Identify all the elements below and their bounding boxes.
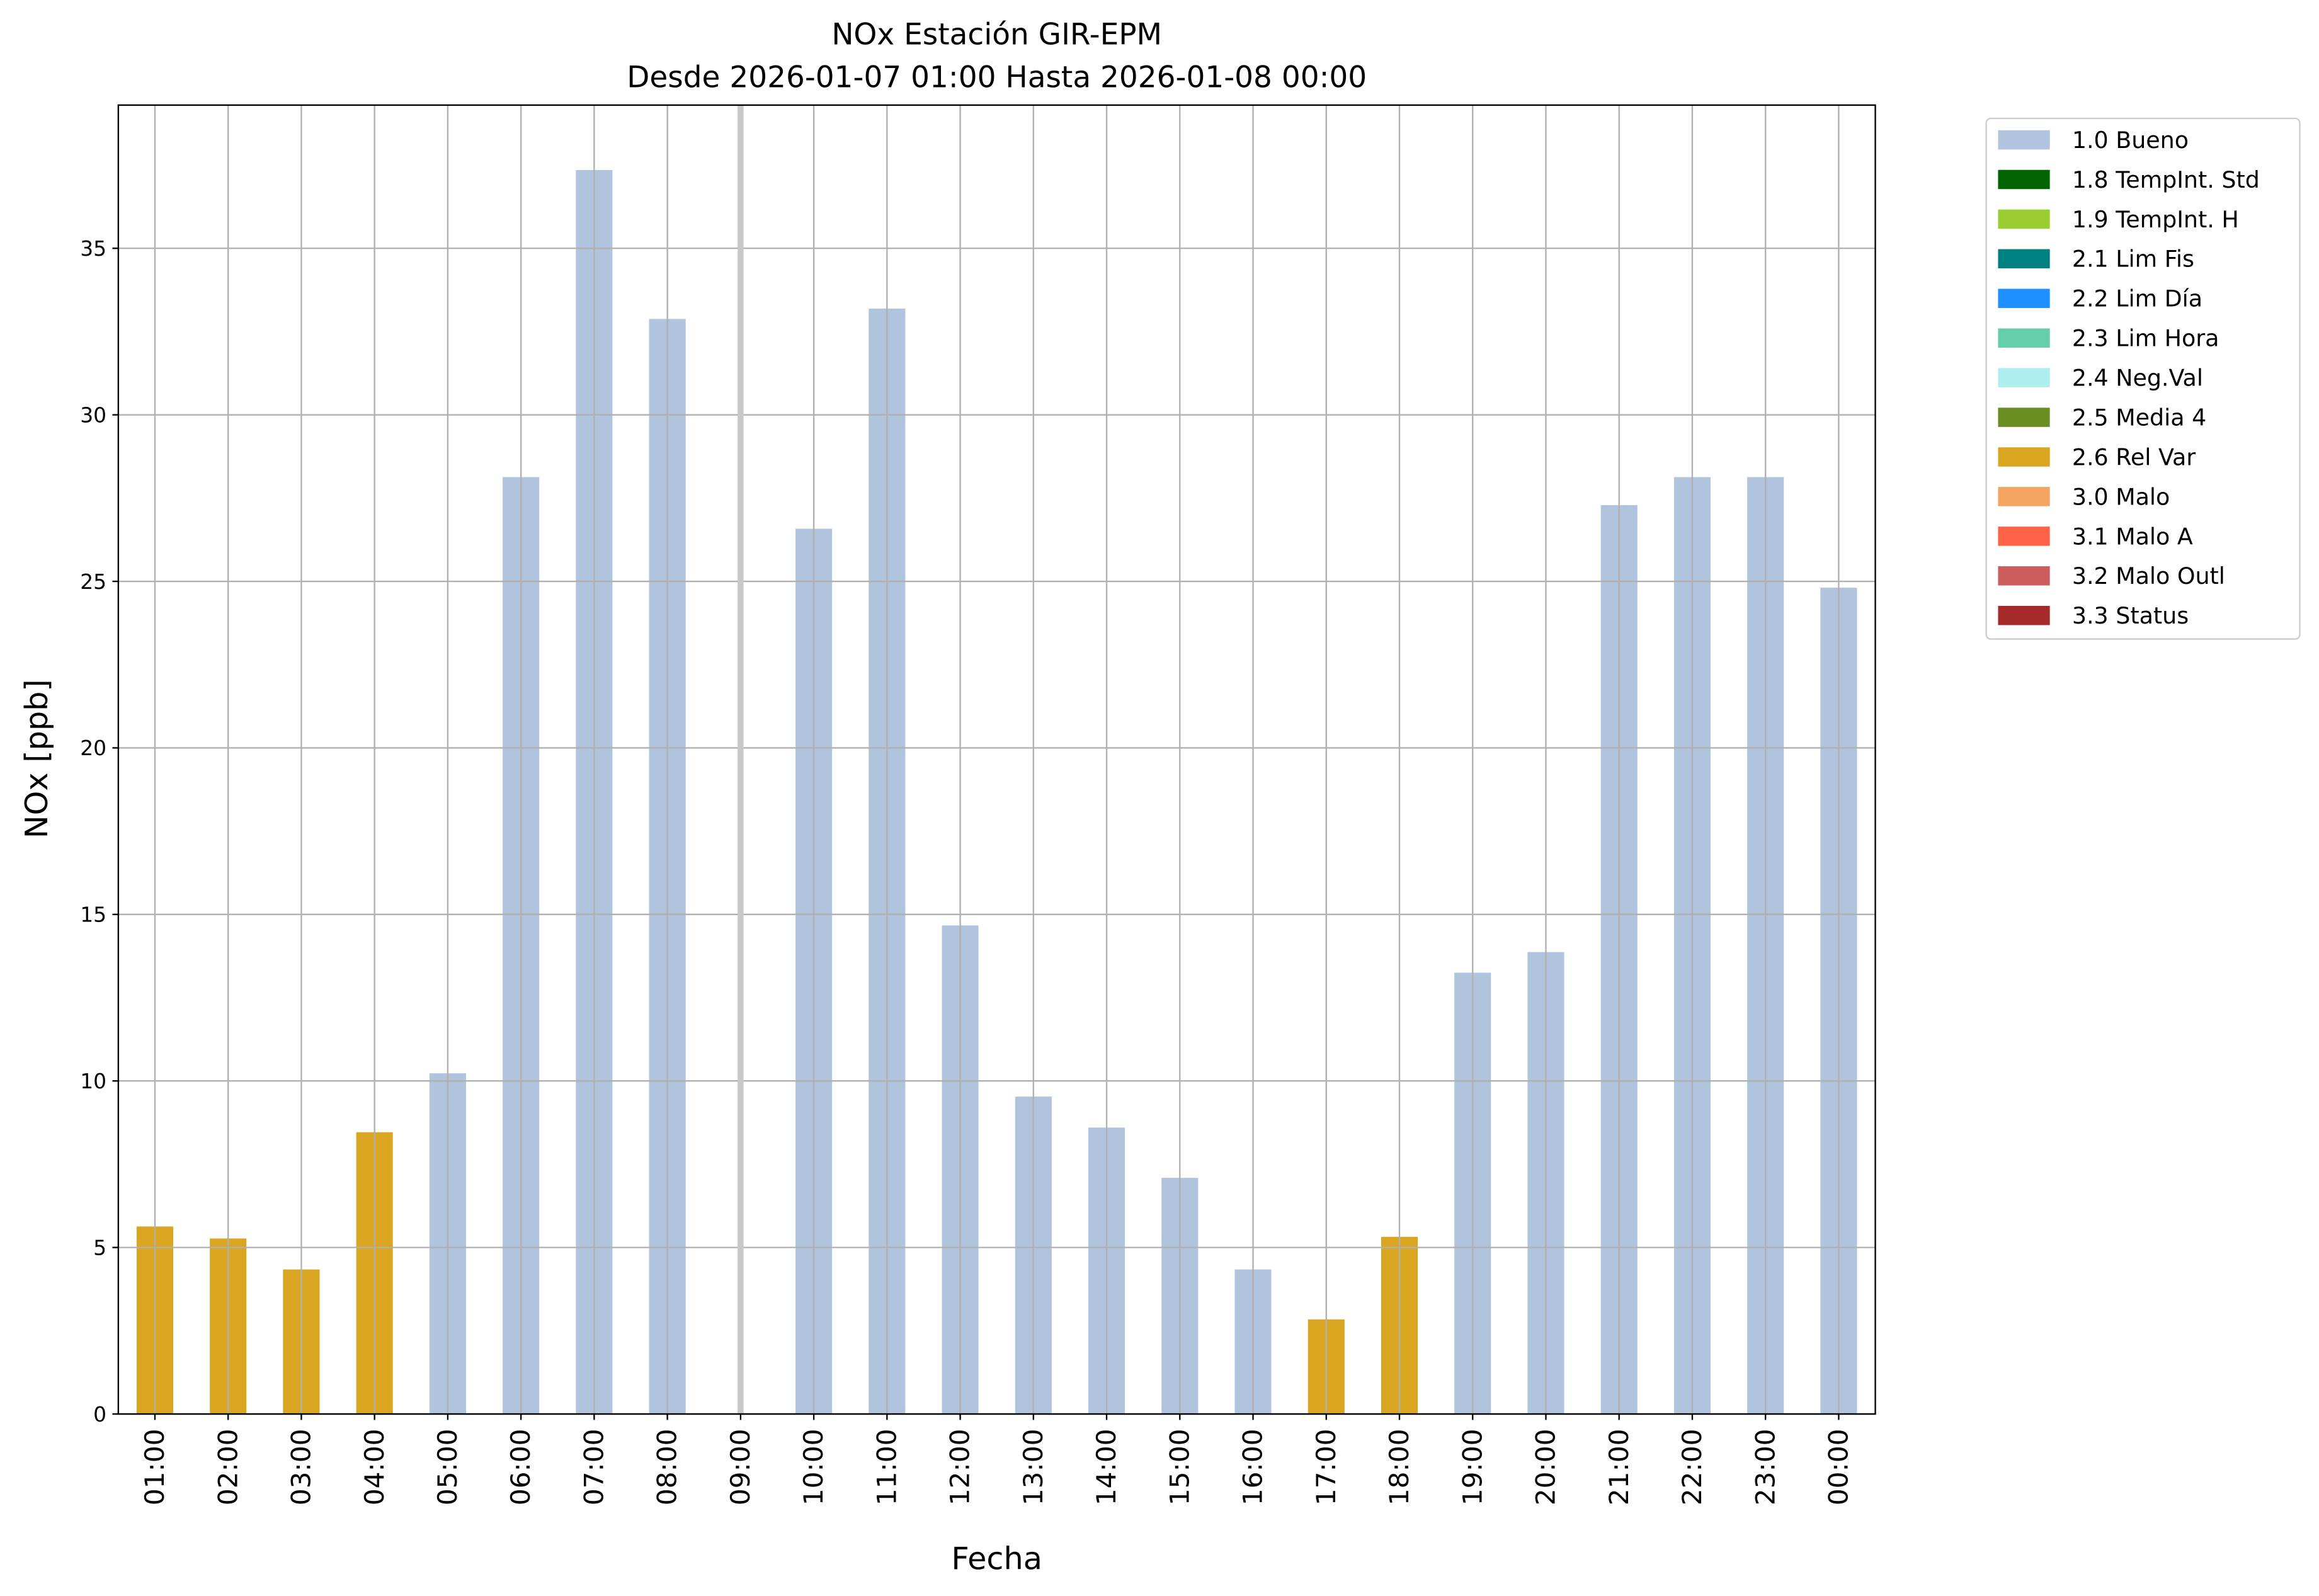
legend-label: 1.0 Bueno <box>2072 127 2189 154</box>
y-tick-label: 25 <box>80 569 106 594</box>
x-tick-label: 12:00 <box>945 1429 976 1506</box>
legend-swatch <box>1998 447 2050 467</box>
chart-subtitle: Desde 2026-01-07 01:00 Hasta 2026-01-08 … <box>627 60 1367 95</box>
x-tick-label: 19:00 <box>1457 1429 1488 1506</box>
legend-label: 2.3 Lim Hora <box>2072 325 2219 352</box>
y-tick-label: 35 <box>80 236 106 261</box>
y-tick-label: 5 <box>93 1235 106 1260</box>
x-tick-label: 16:00 <box>1238 1429 1268 1506</box>
legend-swatch <box>1998 487 2050 506</box>
x-tick-label: 10:00 <box>798 1429 829 1506</box>
x-tick-label: 05:00 <box>432 1429 463 1506</box>
legend-label: 3.3 Status <box>2072 602 2189 629</box>
legend-swatch <box>1998 328 2050 348</box>
x-tick-label: 21:00 <box>1604 1429 1634 1506</box>
plot-frame <box>117 104 1876 1415</box>
x-tick-label: 03:00 <box>286 1429 317 1506</box>
legend-label: 3.2 Malo Outl <box>2072 562 2225 590</box>
legend-label: 3.0 Malo <box>2072 483 2170 510</box>
legend-swatch <box>1998 368 2050 387</box>
legend-swatch <box>1998 288 2050 309</box>
bars <box>136 169 1857 1415</box>
x-tick-label: 14:00 <box>1091 1429 1122 1506</box>
x-tick-label: 02:00 <box>212 1429 243 1506</box>
legend-swatch <box>1998 566 2050 586</box>
legend-swatch <box>1998 408 2050 427</box>
y-tick-label: 0 <box>93 1402 106 1427</box>
x-tick-label: 23:00 <box>1750 1429 1781 1506</box>
x-tick-label: 08:00 <box>652 1429 683 1506</box>
legend-swatch <box>1998 527 2050 546</box>
legend-label: 1.9 TempInt. H <box>2072 206 2239 233</box>
legend-swatch <box>1998 605 2050 625</box>
x-tick-label: 06:00 <box>505 1429 536 1506</box>
y-tick-label: 10 <box>80 1069 106 1093</box>
y-tick-label: 20 <box>80 736 106 760</box>
x-tick-label: 22:00 <box>1677 1429 1707 1506</box>
y-axis-label: NOx [ppb] <box>18 679 55 838</box>
legend-frame <box>1985 117 2301 640</box>
x-tick-label: 18:00 <box>1384 1429 1415 1506</box>
x-tick-label: 09:00 <box>725 1429 756 1506</box>
grid <box>118 105 1876 1415</box>
x-axis-label: Fecha <box>951 1541 1042 1577</box>
legend-swatch <box>1998 209 2050 229</box>
y-tick-label: 30 <box>80 402 106 427</box>
y-tick-label: 15 <box>80 903 106 927</box>
x-axis: 01:00 02:00 03:00 04:00 05:00 06:00 07:00 08:00… <box>139 1414 1854 1505</box>
legend-label: 2.4 Neg.Val <box>2072 365 2203 392</box>
x-tick-label: 04:00 <box>359 1429 390 1506</box>
legend-label: 2.5 Media 4 <box>2072 404 2206 431</box>
legend-label: 2.2 Lim Día <box>2072 285 2202 312</box>
x-tick-label: 11:00 <box>871 1429 902 1506</box>
legend-swatch <box>1998 249 2050 269</box>
legend: 1.0 Bueno 1.8 TempInt. Std 1.9 TempInt. H 2… <box>1985 117 2301 640</box>
legend-label: 2.6 Rel Var <box>2072 443 2196 470</box>
y-axis: 0 5 10 15 20 25 30 35 <box>80 236 118 1427</box>
x-tick-label: 01:00 <box>139 1429 170 1506</box>
legend-swatch <box>1998 169 2050 190</box>
x-tick-label: 17:00 <box>1311 1429 1342 1506</box>
x-tick-label: 07:00 <box>578 1429 609 1506</box>
chart-title: NOx Estación GIR-EPM <box>831 18 1162 52</box>
x-tick-label: 13:00 <box>1018 1429 1049 1506</box>
legend-swatch <box>1998 130 2050 150</box>
x-tick-label: 00:00 <box>1823 1429 1854 1506</box>
legend-label: 1.8 TempInt. Std <box>2072 166 2260 193</box>
legend-label: 2.1 Lim Fis <box>2072 246 2194 273</box>
x-tick-label: 15:00 <box>1164 1429 1195 1506</box>
legend-label: 3.1 Malo A <box>2072 523 2193 550</box>
x-tick-label: 20:00 <box>1530 1429 1561 1506</box>
